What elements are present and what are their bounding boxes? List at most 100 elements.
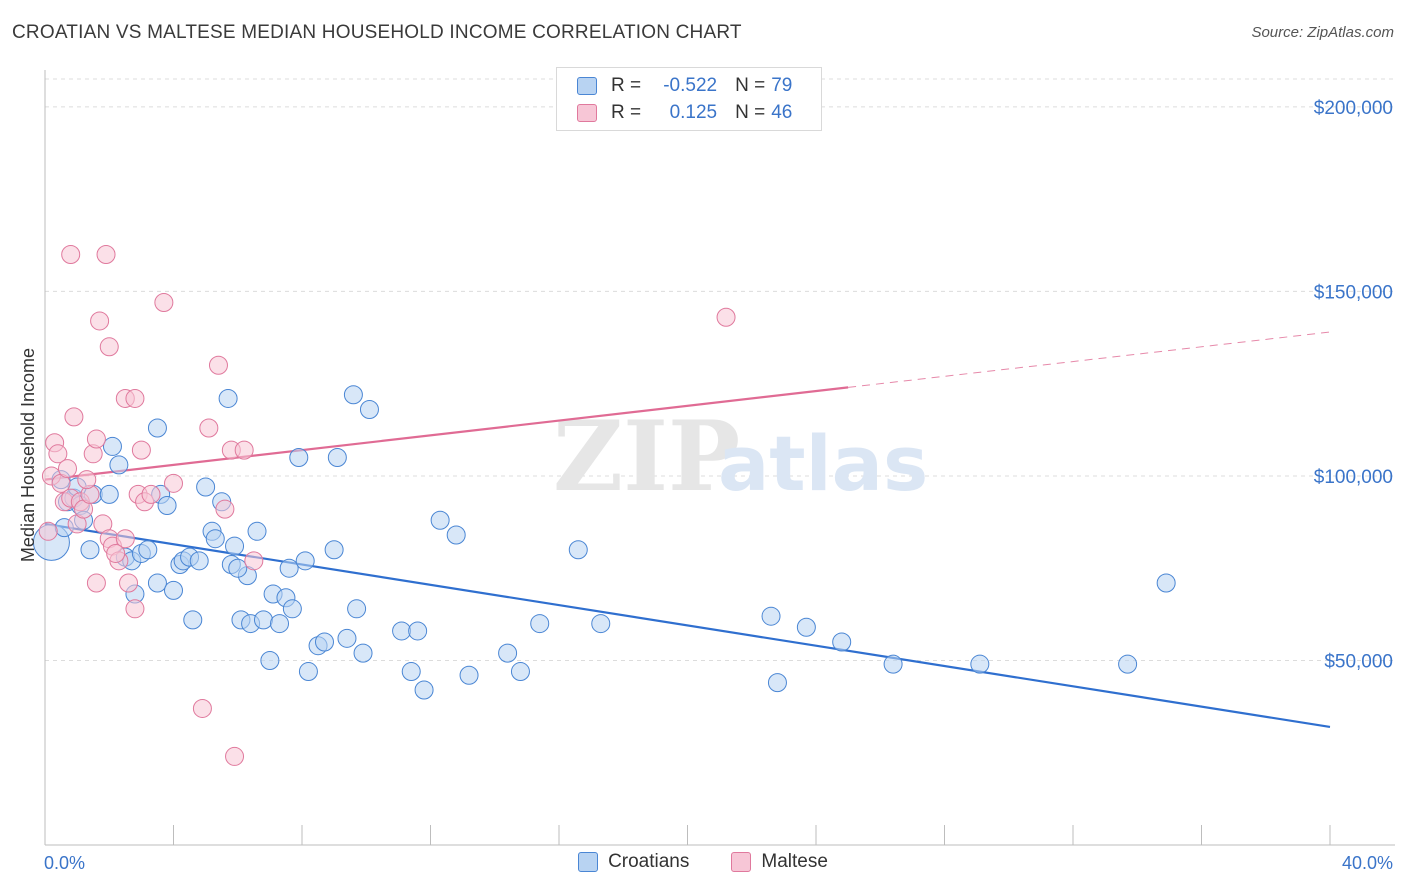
- croatians-point-16: [147, 573, 167, 593]
- y-tick-label-0: $50,000: [1324, 651, 1393, 672]
- croatians-point-65: [568, 540, 588, 560]
- maltese-r-label: R =: [611, 102, 642, 123]
- croatians-point-70: [832, 632, 852, 652]
- croatians-point-50: [337, 628, 357, 648]
- croatians-point-74: [1156, 573, 1176, 593]
- croatians-point-53: [353, 643, 373, 663]
- maltese-point-36: [199, 418, 219, 438]
- maltese-point-40: [225, 746, 245, 766]
- croatians-point-72: [970, 654, 990, 674]
- croatians-point-49: [327, 448, 347, 467]
- maltese-r-value: 0.125: [669, 102, 718, 123]
- croatians-point-51: [343, 385, 363, 405]
- y-tick-label-3: $200,000: [1314, 98, 1393, 119]
- legend-row-maltese: R = 0.125 N = 46: [577, 100, 792, 126]
- y-axis-label: Median Household Income: [18, 348, 38, 562]
- croatians-point-60: [446, 525, 466, 545]
- maltese-point-30: [131, 440, 151, 460]
- maltese-point-9: [61, 245, 81, 265]
- croatians-n-value: 79: [771, 75, 793, 96]
- maltese-legend-swatch: [731, 852, 752, 872]
- maltese-point-28: [125, 388, 145, 408]
- maltese-point-16: [86, 429, 106, 449]
- croatians-point-15: [147, 418, 167, 438]
- maltese-point-43: [716, 307, 736, 327]
- y-tick-label-2: $150,000: [1314, 282, 1393, 303]
- croatians-point-54: [359, 400, 379, 420]
- croatians-point-68: [767, 673, 787, 693]
- x-tick-label-start: 0.0%: [44, 853, 85, 873]
- maltese-point-41: [234, 440, 254, 460]
- maltese-point-27: [125, 599, 145, 619]
- croatians-point-35: [247, 521, 267, 541]
- legend-item-croatians[interactable]: Croatians: [578, 851, 689, 873]
- croatians-point-36: [253, 610, 273, 630]
- croatians-point-19: [164, 580, 183, 600]
- croatians-point-67: [761, 606, 781, 626]
- chart-title: CROATIAN VS MALTESE MEDIAN HOUSEHOLD INC…: [12, 22, 742, 43]
- maltese-point-37: [208, 355, 228, 375]
- croatians-r-label: R =: [611, 75, 642, 96]
- croatians-point-18: [157, 495, 177, 515]
- croatians-point-52: [347, 599, 367, 619]
- croatians-point-62: [498, 643, 518, 663]
- axes: [44, 70, 1395, 846]
- croatians-point-37: [260, 650, 280, 670]
- x-tick-label-end: 40.0%: [1342, 853, 1393, 873]
- y-tick-label-1: $100,000: [1314, 467, 1393, 488]
- maltese-point-24: [115, 529, 135, 549]
- legend-item-maltese[interactable]: Maltese: [731, 851, 828, 873]
- maltese-point-32: [141, 484, 161, 504]
- maltese-point-34: [164, 473, 183, 493]
- maltese-point-3: [48, 444, 68, 464]
- croatians-point-69: [796, 617, 816, 637]
- maltese-legend-label: Maltese: [761, 851, 828, 872]
- trend-lines: [44, 331, 1331, 728]
- maltese-point-26: [119, 573, 139, 593]
- maltese-point-19: [96, 245, 116, 265]
- croatians-legend-swatch: [578, 852, 599, 872]
- maltese-point-35: [192, 698, 212, 718]
- series-maltese-points: [38, 245, 736, 766]
- maltese-point-17: [90, 311, 110, 331]
- croatians-point-73: [1118, 654, 1138, 674]
- croatians-point-27: [205, 529, 225, 549]
- croatians-point-7: [80, 540, 100, 560]
- maltese-n-label: N =: [735, 102, 766, 123]
- series-legend: Croatians Maltese: [0, 851, 1406, 873]
- croatians-point-58: [414, 680, 434, 700]
- croatians-point-78: [228, 558, 248, 578]
- croatians-r-value: -0.522: [663, 75, 718, 96]
- croatians-point-66: [591, 614, 611, 634]
- croatians-point-41: [279, 558, 299, 578]
- croatians-point-71: [883, 654, 903, 674]
- watermark-atlas: atlas: [718, 419, 928, 508]
- croatians-point-45: [298, 662, 318, 682]
- croatians-point-29: [218, 388, 238, 408]
- croatians-legend-label: Croatians: [608, 851, 690, 872]
- maltese-point-38: [215, 499, 235, 519]
- croatians-point-25: [196, 477, 216, 497]
- tick-labels: $50,000 $100,000 $150,000 $200,000 0.0% 40.0%: [44, 98, 1393, 873]
- croatians-point-57: [408, 621, 428, 641]
- maltese-point-44: [77, 470, 97, 490]
- croatians-n-label: N =: [735, 75, 766, 96]
- croatians-point-14: [138, 540, 158, 560]
- croatians-point-55: [392, 621, 412, 641]
- croatians-point-9: [109, 455, 129, 475]
- maltese-point-20: [99, 337, 119, 357]
- trend-line-maltese-solid: [44, 386, 849, 481]
- maltese-point-45: [106, 543, 126, 563]
- maltese-point-8: [64, 407, 84, 427]
- croatians-point-42: [282, 599, 302, 619]
- croatians-point-56: [401, 662, 421, 682]
- maltese-point-33: [154, 293, 174, 312]
- source-credit: Source: ZipAtlas.com: [1251, 24, 1394, 41]
- croatians-point-8: [102, 436, 122, 456]
- croatians-point-59: [430, 510, 450, 530]
- trend-line-maltese-dashed: [848, 331, 1331, 388]
- croatians-point-61: [459, 665, 479, 685]
- croatians-point-43: [289, 448, 309, 467]
- maltese-point-42: [244, 551, 264, 571]
- maltese-n-value: 46: [771, 102, 793, 123]
